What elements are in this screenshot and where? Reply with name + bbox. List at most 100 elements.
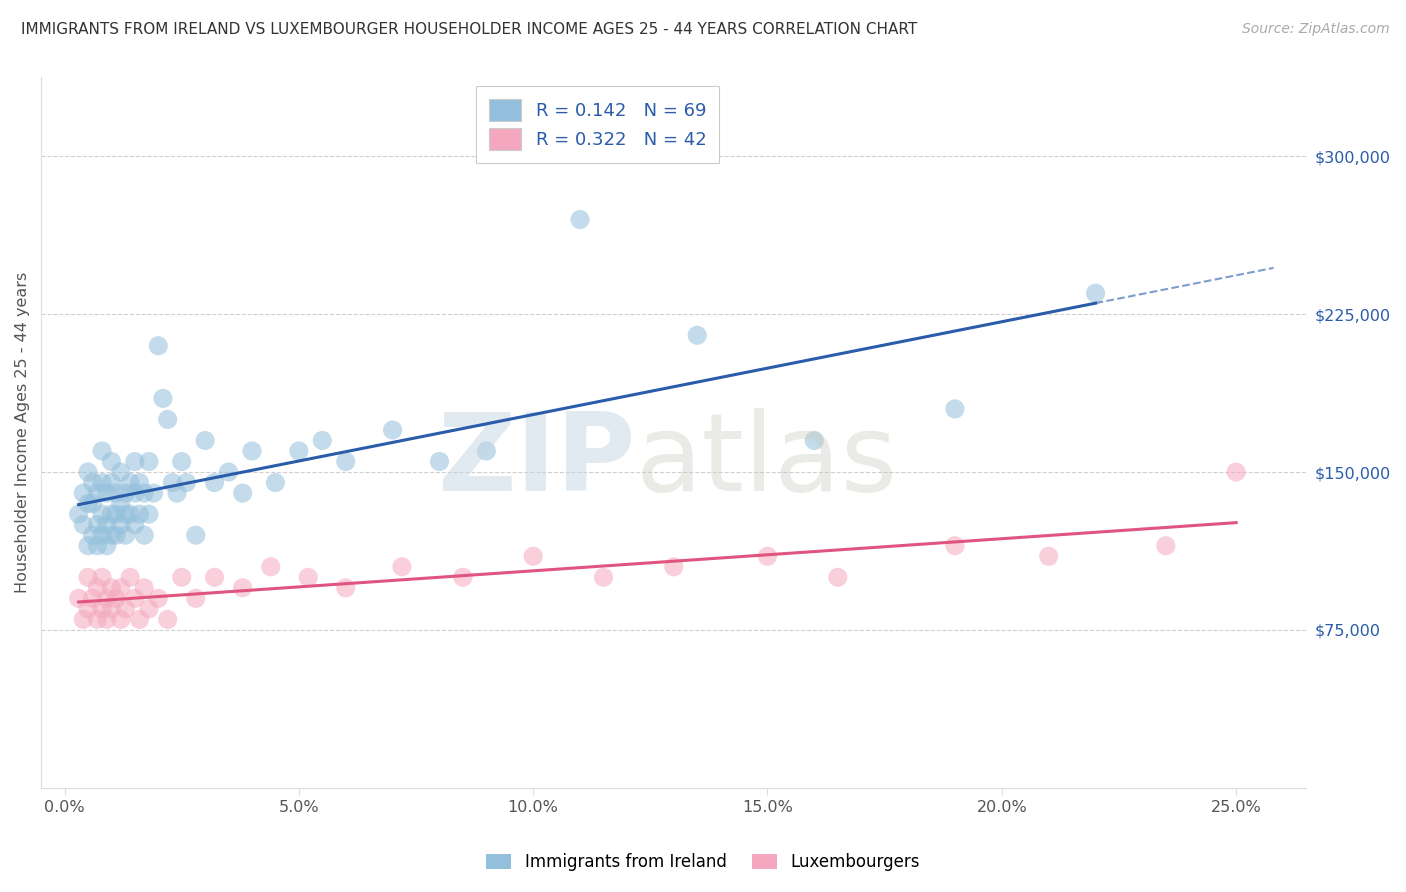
Point (120, 475, 142, 490)
Point (91, 475, 114, 490)
Point (232, 486, 254, 500)
Point (128, 475, 150, 490)
Point (100, 475, 122, 490)
Point (91, 602, 114, 616)
Point (67, 591, 90, 606)
Point (86, 517, 108, 532)
Point (152, 392, 174, 406)
Point (110, 517, 132, 532)
Point (124, 454, 146, 468)
Point (77, 570, 100, 584)
Point (100, 454, 122, 468)
Point (114, 507, 136, 521)
Point (232, 581, 254, 595)
Point (110, 465, 132, 479)
Point (134, 528, 156, 542)
Point (100, 507, 122, 521)
Point (72, 486, 94, 500)
Point (105, 528, 128, 542)
Text: Source: ZipAtlas.com: Source: ZipAtlas.com (1241, 22, 1389, 37)
Point (138, 454, 160, 468)
Point (429, 454, 451, 468)
Legend: R = 0.142   N = 69, R = 0.322   N = 42: R = 0.142 N = 69, R = 0.322 N = 42 (477, 87, 720, 163)
Point (156, 612, 179, 626)
Point (148, 591, 170, 606)
Point (82, 528, 104, 542)
Point (592, 570, 614, 584)
Point (138, 507, 160, 521)
Point (943, 539, 966, 553)
Point (335, 581, 357, 595)
Point (96, 517, 118, 532)
Point (91, 444, 114, 458)
Point (381, 423, 404, 437)
Point (260, 559, 283, 574)
Point (77, 497, 100, 511)
Point (120, 570, 142, 584)
Point (662, 559, 685, 574)
Point (297, 570, 319, 584)
Point (134, 486, 156, 500)
Point (128, 612, 150, 626)
Text: ZIP: ZIP (437, 408, 636, 514)
Point (110, 497, 132, 511)
Point (100, 581, 122, 595)
Point (1225, 465, 1247, 479)
Point (204, 475, 226, 490)
Point (100, 528, 122, 542)
Point (86, 486, 108, 500)
Point (77, 465, 100, 479)
Point (166, 486, 188, 500)
Point (105, 486, 128, 500)
Point (86, 539, 108, 553)
Point (91, 528, 114, 542)
Point (91, 507, 114, 521)
Point (475, 444, 498, 458)
Point (77, 602, 100, 616)
Point (264, 475, 287, 490)
Point (134, 581, 156, 595)
Point (391, 559, 413, 574)
Point (72, 517, 94, 532)
Point (686, 328, 709, 343)
Point (335, 454, 357, 468)
Text: atlas: atlas (636, 408, 898, 514)
Point (194, 434, 217, 448)
Point (288, 444, 311, 458)
Point (204, 570, 226, 584)
Point (110, 612, 132, 626)
Point (67, 507, 90, 521)
Point (170, 570, 193, 584)
Point (105, 507, 128, 521)
Point (82, 497, 104, 511)
Point (156, 412, 179, 426)
Point (124, 517, 146, 532)
Point (124, 591, 146, 606)
Point (162, 475, 184, 490)
Point (451, 570, 474, 584)
Point (114, 528, 136, 542)
Point (142, 486, 165, 500)
Point (100, 602, 122, 616)
Point (114, 486, 136, 500)
Point (91, 570, 114, 584)
Point (148, 339, 170, 353)
Point (124, 486, 146, 500)
Point (120, 507, 142, 521)
Point (184, 591, 207, 606)
Point (184, 528, 207, 542)
Point (240, 444, 263, 458)
Point (1038, 549, 1060, 564)
Point (72, 612, 94, 626)
Point (756, 549, 779, 564)
Point (827, 570, 849, 584)
Point (218, 465, 240, 479)
Point (82, 475, 104, 490)
Y-axis label: Householder Income Ages 25 - 44 years: Householder Income Ages 25 - 44 years (15, 272, 30, 593)
Point (176, 475, 198, 490)
Point (1154, 539, 1177, 553)
Point (803, 434, 825, 448)
Point (86, 581, 108, 595)
Point (138, 602, 160, 616)
Point (128, 507, 150, 521)
